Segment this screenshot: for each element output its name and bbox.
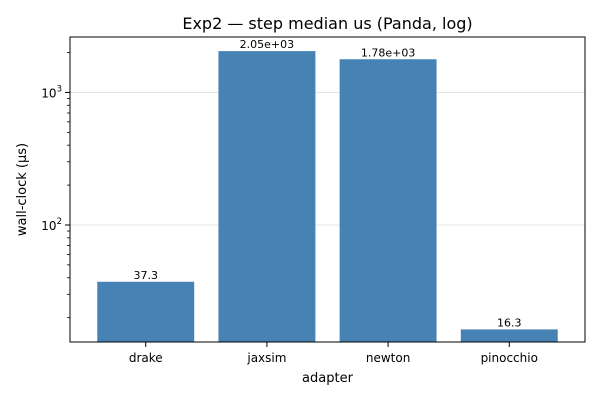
x-tick-label-drake: drake bbox=[129, 351, 163, 365]
data-label-drake: 37.3 bbox=[133, 269, 158, 282]
bar-pinocchio bbox=[460, 329, 558, 342]
data-label-newton: 1.78e+03 bbox=[361, 46, 415, 59]
grid-lines bbox=[70, 91, 585, 226]
y-tick-label: 103 bbox=[41, 84, 62, 100]
data-labels: 37.3 2.05e+03 1.78e+03 16.3 bbox=[133, 38, 521, 329]
y-axis-label: wall-clock (µs) bbox=[15, 143, 30, 236]
x-tick-label-newton: newton bbox=[366, 351, 410, 365]
data-label-pinocchio: 16.3 bbox=[497, 316, 522, 329]
x-axis-label: adapter bbox=[302, 371, 354, 386]
data-label-jaxsim: 2.05e+03 bbox=[240, 38, 294, 51]
x-tick-label-pinocchio: pinocchio bbox=[481, 351, 538, 365]
chart-title: Exp2 — step median us (Panda, log) bbox=[182, 14, 472, 33]
y-tick-label: 102 bbox=[41, 217, 62, 233]
bars bbox=[97, 51, 558, 342]
bar-drake bbox=[97, 281, 195, 342]
bar-jaxsim bbox=[218, 51, 316, 342]
bar-newton bbox=[339, 59, 437, 342]
plot-frame bbox=[69, 36, 586, 343]
x-tick-label-jaxsim: jaxsim bbox=[246, 351, 286, 365]
axes: drake jaxsim newton pinocchio 102 103 bbox=[41, 36, 586, 365]
